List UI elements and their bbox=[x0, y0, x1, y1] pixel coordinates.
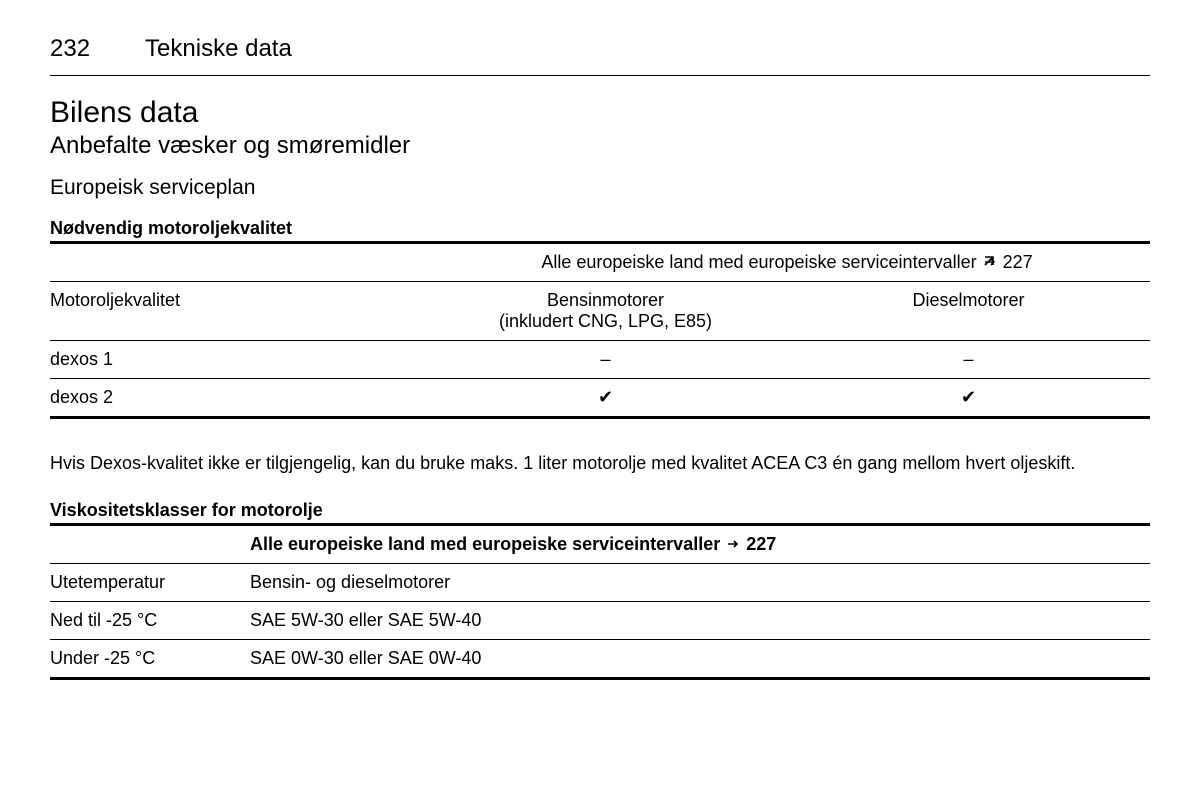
heading-h1: Bilens data bbox=[50, 96, 1150, 130]
dexos-note: Hvis Dexos-kvalitet ikke er tilgjengelig… bbox=[50, 451, 1150, 476]
table2-caption: Alle europeiske land med europeiske serv… bbox=[50, 526, 1150, 563]
table2-header-col2: Bensin- og dieselmotorer bbox=[250, 564, 1150, 602]
page-ref-icon bbox=[983, 253, 997, 274]
heading-oil-quality: Nødvendig motoroljekvalitet bbox=[50, 218, 1150, 239]
heading-h3: Europeisk serviceplan bbox=[50, 176, 1150, 200]
table2-row1-oil: SAE 5W-30 eller SAE 5W-40 bbox=[250, 602, 1150, 640]
table2-row2-oil: SAE 0W-30 eller SAE 0W-40 bbox=[250, 640, 1150, 679]
oil-quality-table: Alle europeiske land med europeiske serv… bbox=[50, 241, 1150, 435]
table1-header-col2-sub: (inkludert CNG, LPG, E85) bbox=[424, 311, 787, 332]
table2-row2-temp: Under -25 °C bbox=[50, 640, 250, 679]
table1-caption-text: Alle europeiske land med europeiske serv… bbox=[541, 252, 976, 273]
table1-row1-petrol: – bbox=[424, 341, 787, 379]
table2-caption-text: Alle europeiske land med europeiske serv… bbox=[250, 534, 720, 555]
table1-header-col3: Dieselmotorer bbox=[787, 282, 1150, 341]
table1-header-col2-text: Bensinmotorer bbox=[424, 290, 787, 311]
heading-h2: Anbefalte væsker og smøremidler bbox=[50, 132, 1150, 160]
table1-row1-diesel: – bbox=[787, 341, 1150, 379]
table1-ref-page: 227 bbox=[1003, 252, 1033, 273]
table1-row2-diesel: ✔ bbox=[787, 379, 1150, 418]
table1-header-col1: Motoroljekvalitet bbox=[50, 282, 424, 341]
table2-caption-wrap: Alle europeiske land med europeiske serv… bbox=[50, 523, 1150, 563]
table1-row1-label: dexos 1 bbox=[50, 341, 424, 379]
table1-caption: Alle europeiske land med europeiske serv… bbox=[424, 243, 1150, 282]
table1-header-col2: Bensinmotorer (inkludert CNG, LPG, E85) bbox=[424, 282, 787, 341]
viscosity-table: Utetemperatur Bensin- og dieselmotorer N… bbox=[50, 563, 1150, 680]
heading-viscosity: Viskositetsklasser for motorolje bbox=[50, 500, 1150, 521]
table2-header-col1: Utetemperatur bbox=[50, 564, 250, 602]
table1-row2-label: dexos 2 bbox=[50, 379, 424, 418]
table2-ref-page: 227 bbox=[746, 534, 776, 555]
page-number: 232 bbox=[50, 35, 90, 63]
table1-row2-petrol: ✔ bbox=[424, 379, 787, 418]
chapter-title: Tekniske data bbox=[145, 35, 292, 63]
table2-row1-temp: Ned til -25 °C bbox=[50, 602, 250, 640]
page-ref-icon bbox=[726, 535, 740, 556]
page-header: 232 Tekniske data bbox=[50, 35, 1150, 76]
